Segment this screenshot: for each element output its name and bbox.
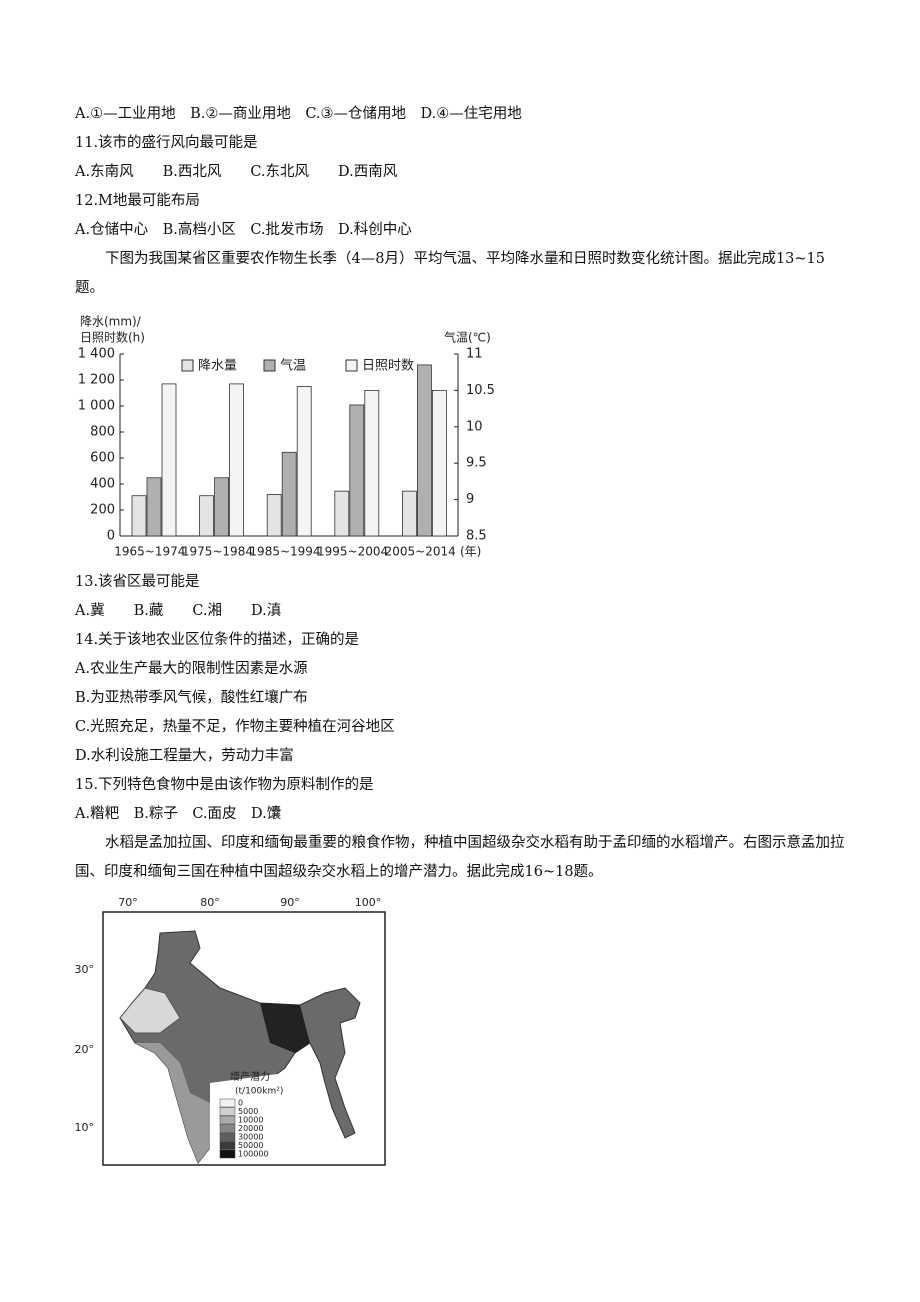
option-line: A.①—工业用地 B.②—商业用地 C.③—仓储用地 D.④—住宅用地 (75, 106, 522, 122)
legend-swatch (219, 1132, 236, 1142)
legend-label: 日照时数 (362, 359, 414, 374)
option-line: A.农业生产最大的限制性因素是水源 (75, 661, 308, 677)
legend-label: 20000 (238, 1124, 263, 1133)
question: 11.该市的盛行风向最可能是 (75, 135, 258, 151)
y2-axis-title: 气温(℃) (444, 330, 491, 345)
option-line: A.糌粑 B.粽子 C.面皮 D.馕 (75, 806, 282, 822)
y-tick-label: 400 (90, 477, 115, 492)
bar (229, 383, 245, 537)
legend-label: 气温 (280, 358, 306, 374)
y2-tick-label: 8.5 (466, 529, 487, 544)
option-line: B.为亚热带季风气候，酸性红壤广布 (75, 690, 308, 706)
x-tick-label: 2005~2014 (385, 545, 456, 559)
bar (431, 390, 447, 537)
y-axis-title: 降水(mm)/ (80, 315, 142, 329)
bar (364, 390, 380, 537)
legend-swatch (219, 1107, 236, 1116)
legend-label: 10000 (238, 1116, 263, 1125)
bar (416, 364, 432, 537)
y-tick-label: 200 (90, 503, 115, 518)
legend-label: 50000 (238, 1141, 263, 1150)
map: 70° 80° 90° 100°30°20°10°增产潜力(t/100km²)0500… (75, 896, 386, 1166)
legend-label: 30000 (238, 1133, 263, 1142)
y-tick-label: 800 (90, 425, 115, 440)
bar (349, 404, 365, 537)
question: 14.关于该地农业区位条件的描述，正确的是 (75, 632, 360, 648)
map-region (135, 1043, 220, 1163)
bar (281, 451, 297, 537)
chart: 降水(mm)/ 日照时数(h) 气温(℃) 0 200 400 600 800 1 000… (78, 315, 495, 559)
legend-label: 0 (238, 1099, 243, 1108)
longitude-label: 70° (118, 896, 138, 909)
x-axis-title: (年) (460, 545, 481, 559)
x-tick-label: 1995~2004 (317, 545, 388, 559)
y-axis-title: 日照时数(h) (80, 330, 145, 345)
bar (146, 477, 162, 537)
bar (334, 490, 350, 537)
legend-swatch (219, 1149, 236, 1159)
bar (401, 490, 417, 537)
legend-label: 降水量 (198, 359, 237, 374)
option-line: A.仓储中心 B.高档小区 C.批发市场 D.科创中心 (75, 222, 412, 238)
y-tick-label: 0 (107, 529, 115, 544)
y2-tick-label: 10.5 (466, 383, 495, 398)
bar (161, 383, 177, 537)
y-tick-label: 1 200 (78, 373, 115, 388)
y-tick-label: 1 000 (78, 399, 115, 414)
legend-title: 增产潜力 (230, 1070, 270, 1083)
legend-swatch (219, 1124, 236, 1133)
bar (199, 495, 214, 537)
y-tick-label: 600 (90, 451, 115, 466)
longitude-label: 90° (280, 896, 300, 909)
legend-swatch (263, 359, 276, 372)
map-region (260, 1003, 310, 1053)
legend-swatch (219, 1141, 236, 1150)
legend-swatch (219, 1098, 236, 1108)
bar (266, 493, 282, 537)
x-tick-label: 1985~1994 (249, 545, 320, 559)
option-line: A.东南风 B.西北风 C.东北风 D.西南风 (75, 164, 398, 180)
longitude-label: 80° (200, 896, 220, 909)
option-line: A.冀 B.藏 C.湘 D.滇 (75, 603, 282, 619)
y-tick-label: 1 400 (78, 347, 115, 362)
x-tick-label: 1965~1974 (114, 545, 185, 559)
longitude-label: 100° (355, 896, 382, 909)
paragraph: 水稻是孟加拉国、印度和缅甸最重要的粮食作物，种植中国超级杂交水稻有助于孟印缅的水… (75, 835, 845, 880)
legend-label: 5000 (238, 1107, 258, 1116)
legend-swatch (219, 1115, 236, 1125)
question: 13.该省区最可能是 (75, 574, 200, 590)
question: 15.下列特色食物中是由该作物为原料制作的是 (75, 777, 374, 793)
bar (131, 495, 147, 537)
latitude-label: 30° (75, 963, 95, 976)
paragraph: 下图为我国某省区重要农作物生长季（4—8月）平均气温、平均降水量和日照时数变化统… (75, 251, 825, 296)
legend-unit: (t/100km²) (235, 1087, 283, 1097)
legend-swatch (181, 359, 194, 372)
legend-swatch (345, 359, 358, 372)
bar (296, 386, 312, 537)
question: 12.M地最可能布局 (75, 193, 200, 209)
bar (214, 477, 230, 537)
map-region (119, 987, 181, 1034)
y2-tick-label: 11 (466, 347, 483, 362)
y2-tick-label: 10 (466, 419, 483, 434)
option-line: D.水利设施工程量大，劳动力丰富 (75, 748, 294, 764)
latitude-label: 10° (75, 1121, 95, 1134)
x-tick-label: 1975~1984 (182, 545, 253, 559)
latitude-label: 20° (75, 1043, 95, 1056)
y2-tick-label: 9 (466, 492, 474, 507)
option-line: C.光照充足，热量不足，作物主要种植在河谷地区 (75, 719, 395, 735)
legend-label: 100000 (238, 1150, 269, 1159)
y2-tick-label: 9.5 (466, 456, 487, 471)
